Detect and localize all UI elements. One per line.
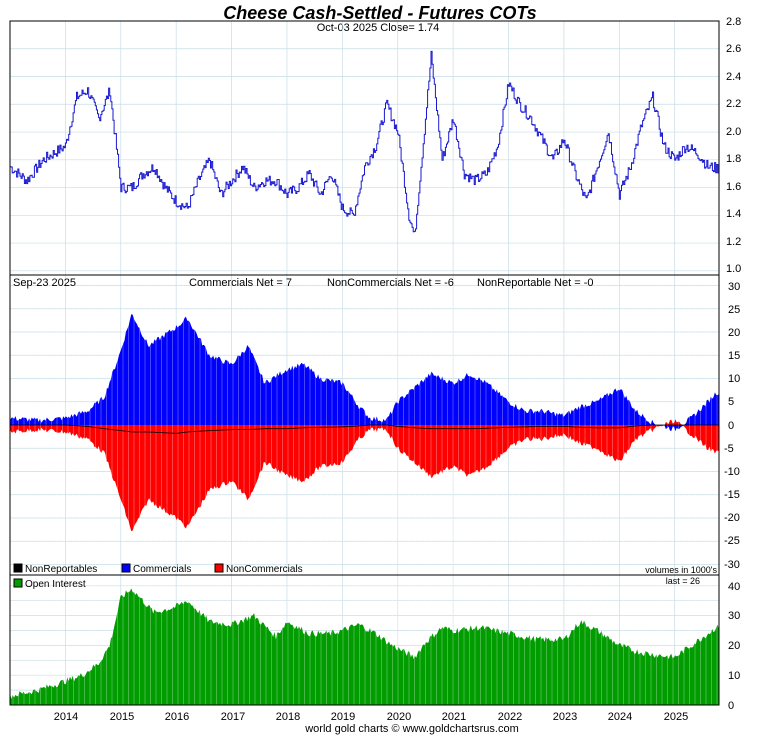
cot-tick: 25	[728, 304, 740, 316]
price-tick: 2.8	[726, 16, 741, 28]
x-tick: 2016	[165, 711, 189, 723]
price-tick: 2.6	[726, 43, 741, 55]
cot-tick: -10	[724, 466, 740, 478]
legend-swatch-open-interest	[13, 578, 23, 588]
oi-tick: 0	[728, 700, 734, 712]
oi-tick: 20	[728, 640, 740, 652]
legend-swatch-noncommercials	[214, 563, 224, 573]
x-tick: 2015	[110, 711, 134, 723]
x-tick: 2020	[387, 711, 411, 723]
x-axis: 2014 2015 2016 2017 2018 2019 2020 2021 …	[54, 711, 688, 723]
oi-tick: 10	[728, 670, 740, 682]
price-tick: 2.0	[726, 126, 741, 138]
legend-swatch-nonreportables	[13, 563, 23, 573]
price-axis: 2.8 2.6 2.4 2.2 2.0 1.8 1.6 1.4 1.2 1.0	[726, 16, 741, 275]
legend-label-open-interest: Open Interest	[25, 579, 86, 590]
cot-axis: 30 25 20 15 10 5 0 -5 -10 -15 -20 -25 -3…	[724, 281, 740, 571]
cot-tick: -25	[724, 535, 740, 547]
oi-bar-gaps	[12, 575, 718, 705]
cot-tick: 15	[728, 350, 740, 362]
cot-tick: -5	[724, 443, 734, 455]
cot-tick: 20	[728, 327, 740, 339]
x-tick: 2022	[498, 711, 522, 723]
cot-tick: -15	[724, 489, 740, 501]
x-tick: 2014	[54, 711, 78, 723]
x-tick: 2024	[608, 711, 632, 723]
commercials-area	[10, 314, 719, 432]
nonreportable-net-label: NonReportable Net = -0	[477, 277, 593, 289]
cot-tick: -20	[724, 512, 740, 524]
noncommercials-area	[10, 419, 719, 532]
nonreportables-line	[10, 424, 719, 434]
cot-date-label: Sep-23 2025	[13, 277, 76, 289]
noncommercials-net-label: NonCommercials Net = -6	[327, 277, 454, 289]
x-tick: 2021	[442, 711, 466, 723]
oi-tick: 40	[728, 581, 740, 593]
legend-label-noncommercials: NonCommercials	[226, 564, 303, 575]
chart-title: Cheese Cash-Settled - Futures COTs	[223, 3, 536, 23]
oi-legend: Open Interest last = 26	[13, 576, 700, 590]
commercials-net-label: Commercials Net = 7	[189, 277, 292, 289]
x-tick: 2017	[221, 711, 245, 723]
cot-legend: NonReportables Commercials NonCommercial…	[13, 563, 717, 575]
oi-last-label: last = 26	[666, 576, 700, 586]
cot-tick: -30	[724, 559, 740, 571]
cot-tick: 10	[728, 373, 740, 385]
chart-subtitle: Oct-03 2025 Close= 1.74	[317, 22, 440, 34]
x-tick: 2018	[276, 711, 300, 723]
weekly-bar-gaps	[12, 275, 718, 575]
legend-label-commercials: Commercials	[133, 564, 191, 575]
x-tick: 2019	[331, 711, 355, 723]
price-line	[10, 50, 719, 233]
legend-label-nonreportables: NonReportables	[25, 564, 97, 575]
cot-tick: 0	[728, 420, 734, 432]
price-tick: 1.8	[726, 153, 741, 165]
units-note: volumes in 1000's	[645, 565, 717, 575]
price-tick: 2.4	[726, 71, 741, 83]
oi-tick: 30	[728, 610, 740, 622]
price-tick: 2.2	[726, 98, 741, 110]
x-tick: 2025	[664, 711, 688, 723]
price-tick: 1.2	[726, 236, 741, 248]
price-tick: 1.0	[726, 263, 741, 275]
plot-frame	[9, 20, 720, 706]
x-tick: 2023	[553, 711, 577, 723]
cot-tick: 30	[728, 281, 740, 293]
open-interest-area	[10, 588, 719, 705]
price-tick: 1.6	[726, 181, 741, 193]
legend-swatch-commercials	[121, 563, 131, 573]
footer-credit: world gold charts © www.goldchartsrus.co…	[304, 723, 519, 735]
price-tick: 1.4	[726, 208, 741, 220]
oi-axis: 40 30 20 10 0	[728, 581, 740, 712]
cot-tick: 5	[728, 396, 734, 408]
